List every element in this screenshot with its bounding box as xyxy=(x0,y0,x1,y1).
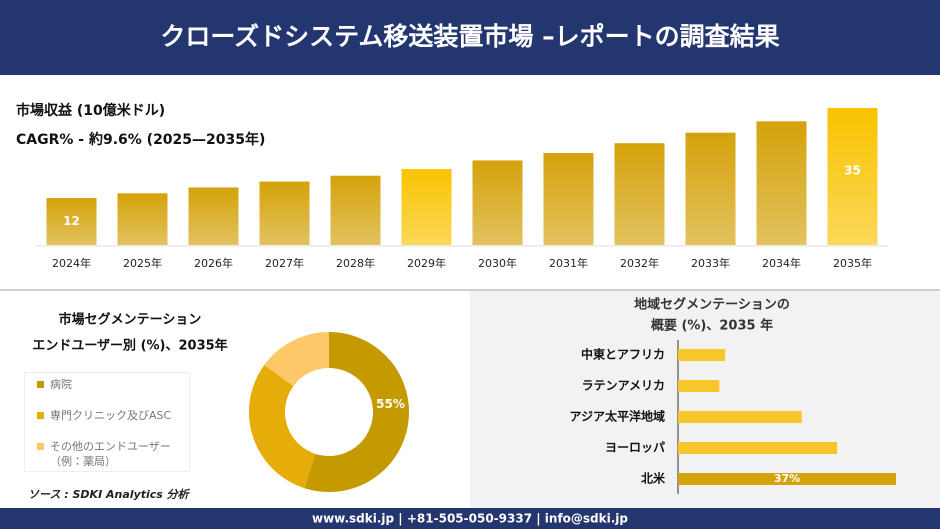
x-tick-label: 2035年 xyxy=(833,256,872,270)
value-label: 12 xyxy=(63,214,80,228)
x-tick-label: 2029年 xyxy=(407,256,446,270)
x-tick-label: 2027年 xyxy=(265,256,304,270)
y-tick-label: ラテンアメリカ xyxy=(582,379,665,393)
donut-title: エンドユーザー別 (%)、2035年 xyxy=(32,338,227,354)
region-panel xyxy=(470,291,940,508)
legend-item: 病院 xyxy=(37,377,189,392)
chart-subtitle: CAGR% - 約9.6% (2025—2035年) xyxy=(16,131,265,148)
footer: www.sdki.jp | +81-505-050-9337 | info@sd… xyxy=(312,512,628,526)
bar-fade xyxy=(543,153,594,245)
legend-label: その他のエンドユーザー（例：薬局） xyxy=(50,440,171,468)
bar-fade xyxy=(827,108,878,245)
legend-swatch xyxy=(37,443,44,450)
value-label: 35 xyxy=(844,164,861,178)
y-tick-label: 中東とアフリカ xyxy=(581,347,665,362)
footer-bar xyxy=(0,508,940,529)
bar-fade xyxy=(614,143,665,245)
baseline-shadow xyxy=(36,245,888,247)
x-tick-label: 2025年 xyxy=(123,256,162,270)
x-tick-label: 2031年 xyxy=(549,256,588,270)
bar xyxy=(678,411,802,423)
x-tick-label: 2033年 xyxy=(691,256,730,270)
x-tick-label: 2028年 xyxy=(336,256,375,270)
bar xyxy=(678,442,838,454)
donut-title: 市場セグメンテーション xyxy=(59,312,202,328)
bar-fade xyxy=(472,160,523,245)
legend-label: 病院 xyxy=(50,378,72,391)
value-label: 37% xyxy=(774,472,800,485)
x-tick-label: 2030年 xyxy=(478,256,517,270)
legend-swatch xyxy=(37,381,44,388)
bar-fade xyxy=(188,187,239,245)
bar-fade xyxy=(685,132,736,245)
donut-slice xyxy=(248,364,316,489)
donut-slice xyxy=(264,332,329,387)
legend-label: 専門クリニック及びASC xyxy=(50,409,172,422)
y-tick-label: ヨーロッパ xyxy=(605,441,665,455)
bar xyxy=(678,380,720,392)
y-tick-label: アジア太平洋地域 xyxy=(569,409,665,424)
hbar-title: 概要 (%)、2035 年 xyxy=(651,318,773,334)
bar-fade xyxy=(756,121,807,245)
x-tick-label: 2034年 xyxy=(762,256,801,270)
bar-fade xyxy=(401,169,452,245)
legend-swatch xyxy=(37,412,44,419)
source: ソース : SDKI Analytics 分析 xyxy=(28,488,191,501)
x-tick-label: 2024年 xyxy=(52,256,91,270)
y-tick-label: 北米 xyxy=(641,471,666,486)
bar-fade xyxy=(117,193,168,245)
legend: 病院専門クリニック及びASC その他のエンドユーザー（例：薬局） xyxy=(24,372,190,472)
header-bar xyxy=(0,0,940,75)
x-tick-label: 2026年 xyxy=(194,256,233,270)
hbar-title: 地域セグメンテーションの xyxy=(634,297,790,313)
bar-fade xyxy=(46,198,97,245)
bar xyxy=(678,349,726,361)
value-label: 55% xyxy=(376,397,405,411)
header-title: クローズドシステム移送装置市場 –レポートの調査結果 xyxy=(160,22,779,51)
chart-title: 市場収益 (10億米ドル) xyxy=(16,102,165,119)
bar-fade xyxy=(330,175,381,245)
legend-item: その他のエンドユーザー（例：薬局） xyxy=(37,439,189,469)
donut-slice xyxy=(304,332,409,492)
legend-item: 専門クリニック及びASC xyxy=(37,408,189,423)
bar-fade xyxy=(259,181,310,245)
x-tick-label: 2032年 xyxy=(620,256,659,270)
bar xyxy=(678,473,896,485)
